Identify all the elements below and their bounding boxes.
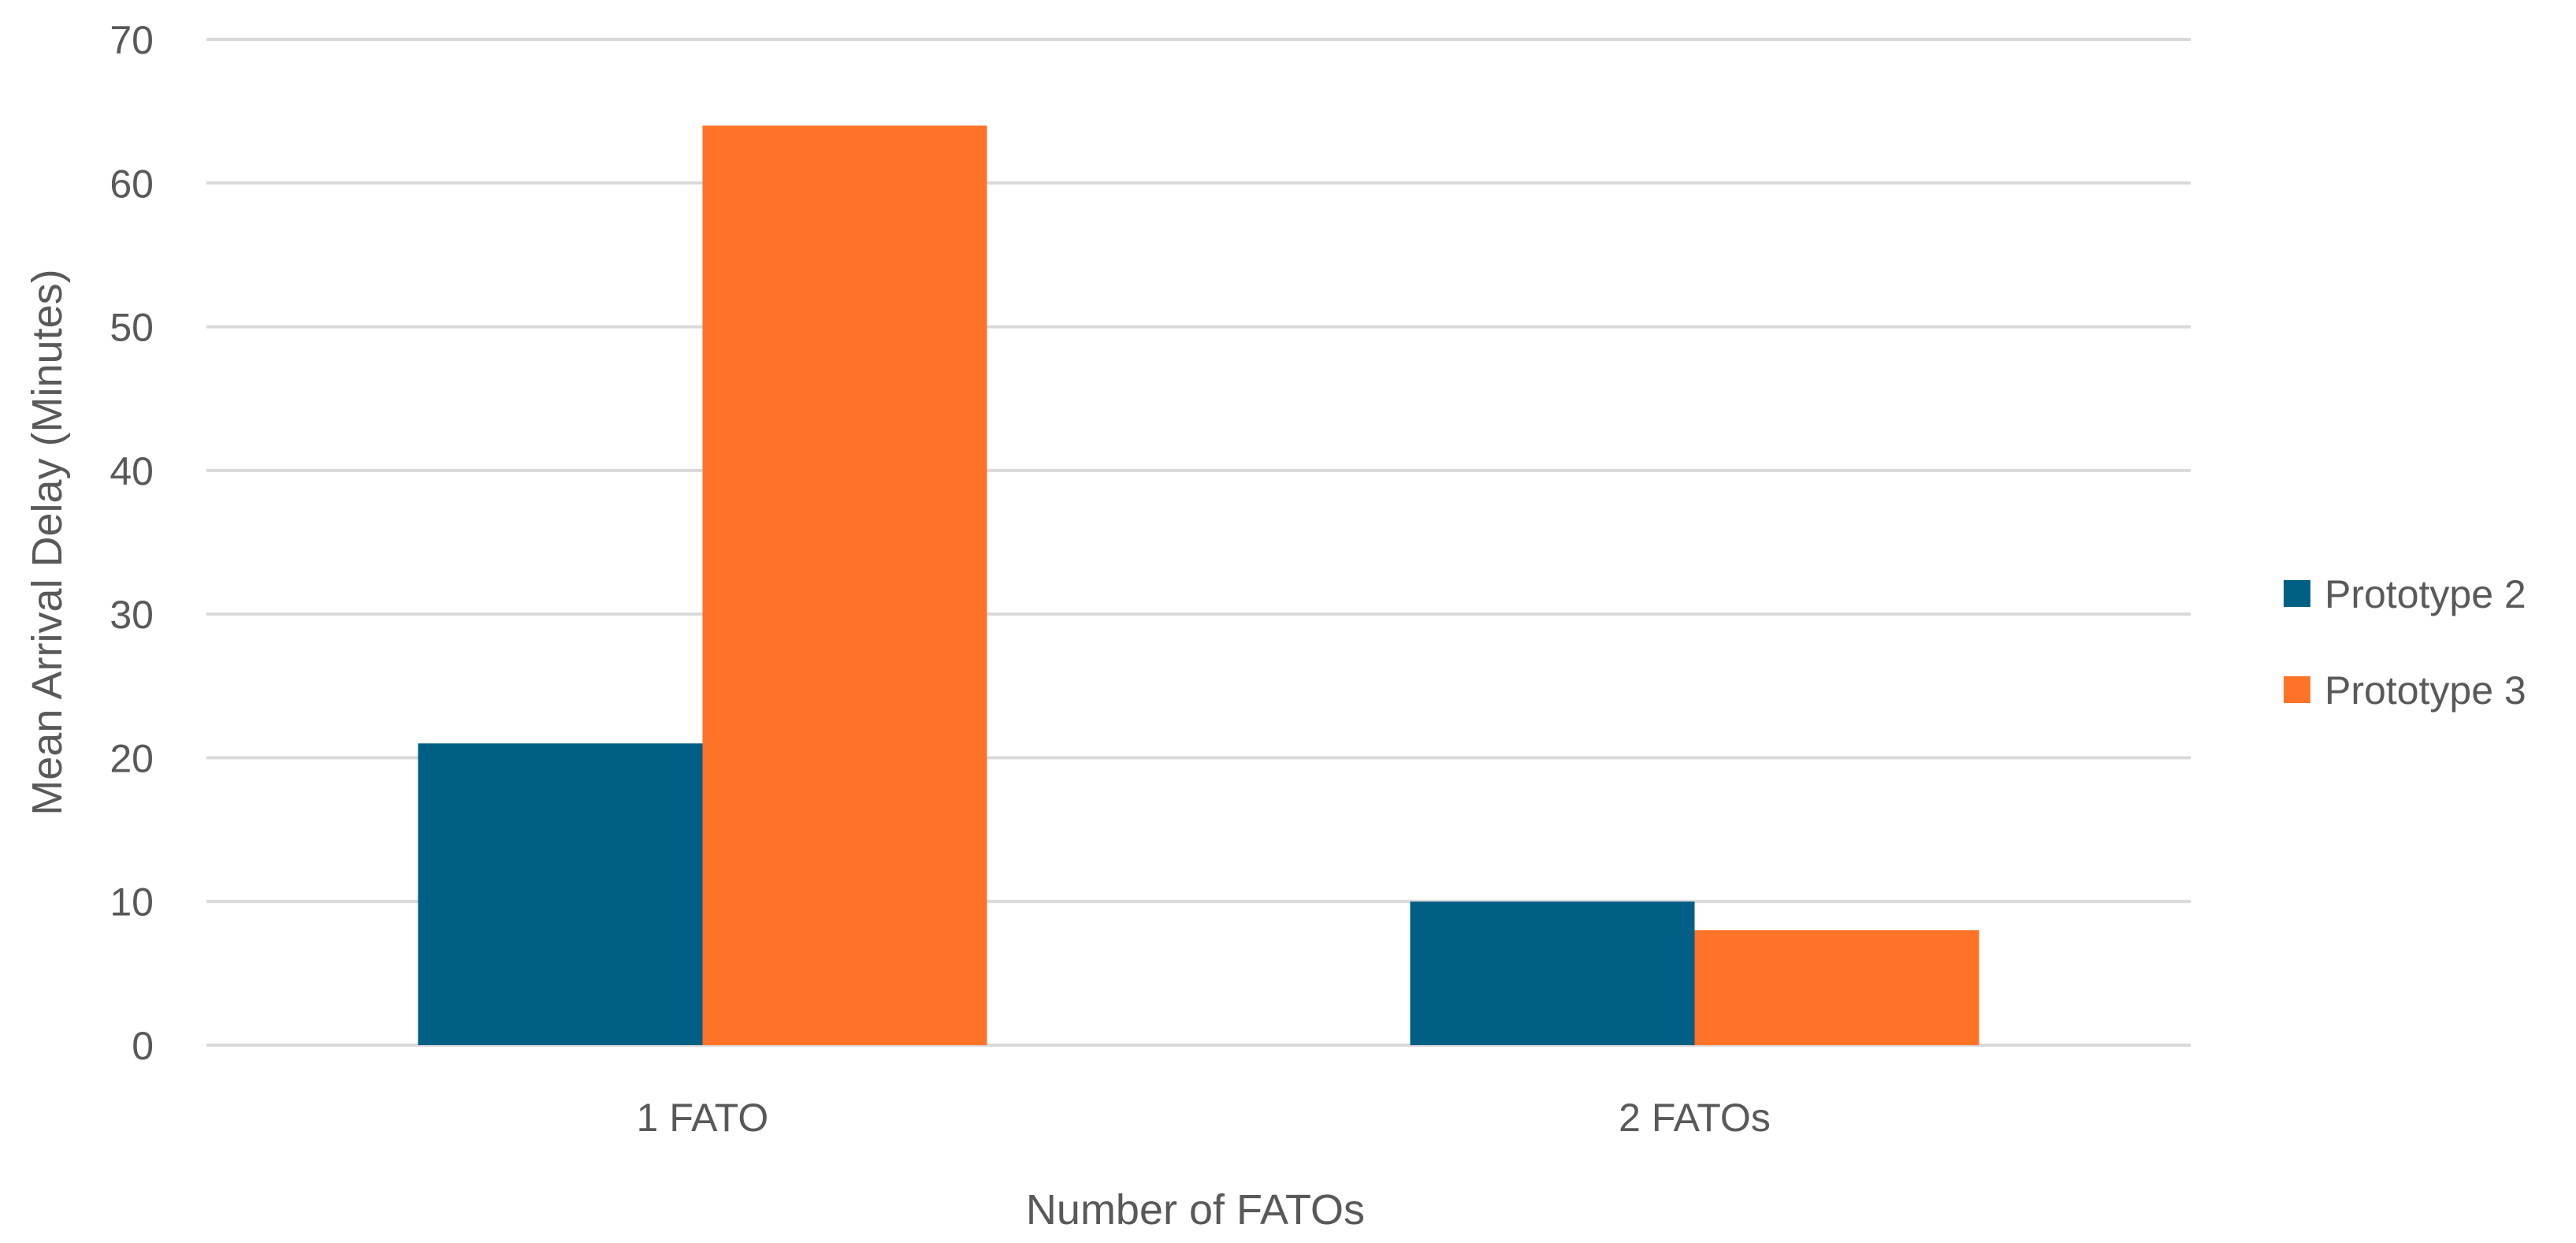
- legend-swatch: [2284, 676, 2310, 703]
- y-tick-label: 40: [110, 449, 154, 493]
- legend: Prototype 2 Prototype 3: [2284, 572, 2526, 713]
- legend-label: Prototype 3: [2325, 668, 2526, 713]
- bars: [418, 125, 1979, 1045]
- x-axis-title: Number of FATOs: [1026, 1186, 1365, 1234]
- bar-prototype-3-2-fatos: [1694, 930, 1979, 1045]
- legend-swatch: [2284, 580, 2310, 607]
- y-tick-label: 30: [110, 593, 154, 637]
- bar-prototype-2-1-fato: [418, 743, 703, 1045]
- y-axis-ticks: 0 10 20 30 40 50 60 70: [110, 18, 154, 1068]
- bar-prototype-2-2-fatos: [1410, 901, 1695, 1045]
- y-tick-label: 70: [110, 18, 154, 62]
- y-tick-label: 0: [132, 1024, 154, 1068]
- x-tick-label: 1 FATO: [637, 1096, 769, 1140]
- bar-prototype-3-1-fato: [702, 125, 987, 1045]
- y-tick-label: 60: [110, 162, 154, 206]
- y-tick-label: 10: [110, 880, 154, 925]
- y-tick-label: 50: [110, 306, 154, 350]
- legend-label: Prototype 2: [2325, 572, 2526, 616]
- x-axis-ticks: 1 FATO 2 FATOs: [637, 1096, 1771, 1140]
- y-axis-title: Mean Arrival Delay (Minutes): [24, 269, 71, 815]
- x-tick-label: 2 FATOs: [1619, 1096, 1771, 1140]
- y-tick-label: 20: [110, 736, 154, 780]
